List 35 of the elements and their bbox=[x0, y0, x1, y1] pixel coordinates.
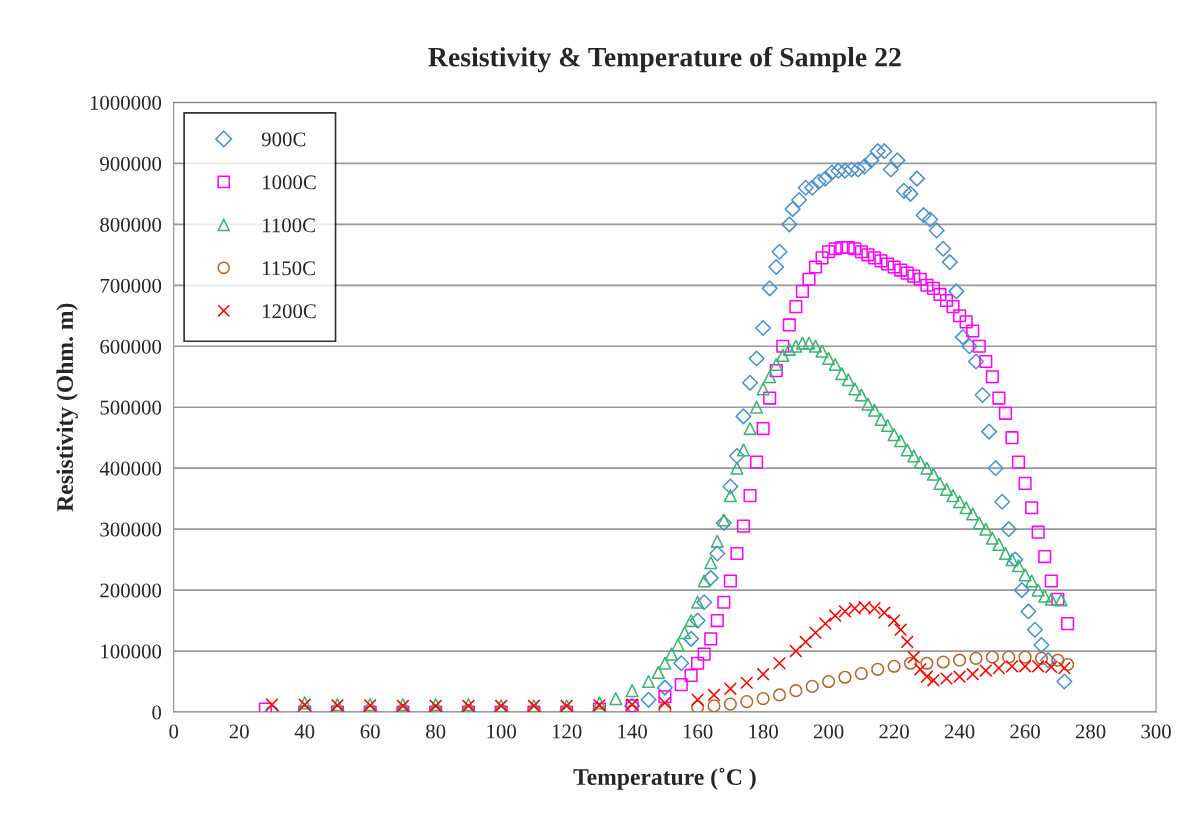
y-tick-label: 200000 bbox=[100, 583, 162, 598]
y-tick-label: 500000 bbox=[100, 400, 162, 415]
x-tick-label: 180 bbox=[749, 724, 778, 739]
x-tick-label: 60 bbox=[360, 724, 380, 739]
y-tick-label: 800000 bbox=[100, 217, 162, 232]
x-tick-label: 140 bbox=[618, 724, 647, 739]
x-tick-label: 200 bbox=[813, 724, 844, 739]
x-tick-label: 80 bbox=[426, 724, 446, 739]
y-tick-label: 700000 bbox=[100, 278, 162, 293]
x-tick-label: 20 bbox=[229, 724, 249, 739]
x-tick-label: 300 bbox=[1141, 724, 1171, 739]
y-tick-label: 300000 bbox=[100, 522, 162, 537]
x-tick-label: 160 bbox=[683, 724, 713, 739]
x-tick-label: 240 bbox=[944, 724, 975, 739]
x-tick-label: 100 bbox=[487, 724, 516, 739]
y-tick-label: 900000 bbox=[100, 156, 162, 171]
legend-label: 1150C bbox=[263, 261, 315, 276]
x-tick-label: 40 bbox=[294, 724, 315, 739]
y-tick-label: 400000 bbox=[99, 461, 162, 476]
x-tick-label: 120 bbox=[552, 724, 582, 739]
chart-title: Resistivity & Temperature of Sample 22 bbox=[428, 46, 901, 73]
y-axis-title: Resistivity (Ohm. m) bbox=[56, 303, 78, 512]
x-tick-label: 0 bbox=[169, 724, 179, 739]
legend-label: 900C bbox=[261, 132, 306, 147]
y-tick-label: 100000 bbox=[101, 644, 162, 659]
y-tick-label: 1000000 bbox=[90, 95, 162, 110]
y-tick-label: 0 bbox=[152, 705, 162, 720]
y-tick-label: 600000 bbox=[100, 339, 162, 354]
x-tick-label: 220 bbox=[879, 724, 909, 739]
legend-label: 1000C bbox=[263, 175, 316, 190]
x-tick-label: 280 bbox=[1075, 724, 1106, 739]
x-axis-title: Temperature (˚C ) bbox=[573, 767, 756, 790]
legend-label: 1200C bbox=[263, 304, 316, 319]
legend-label: 1100C bbox=[263, 218, 315, 233]
x-tick-label: 260 bbox=[1010, 724, 1040, 739]
